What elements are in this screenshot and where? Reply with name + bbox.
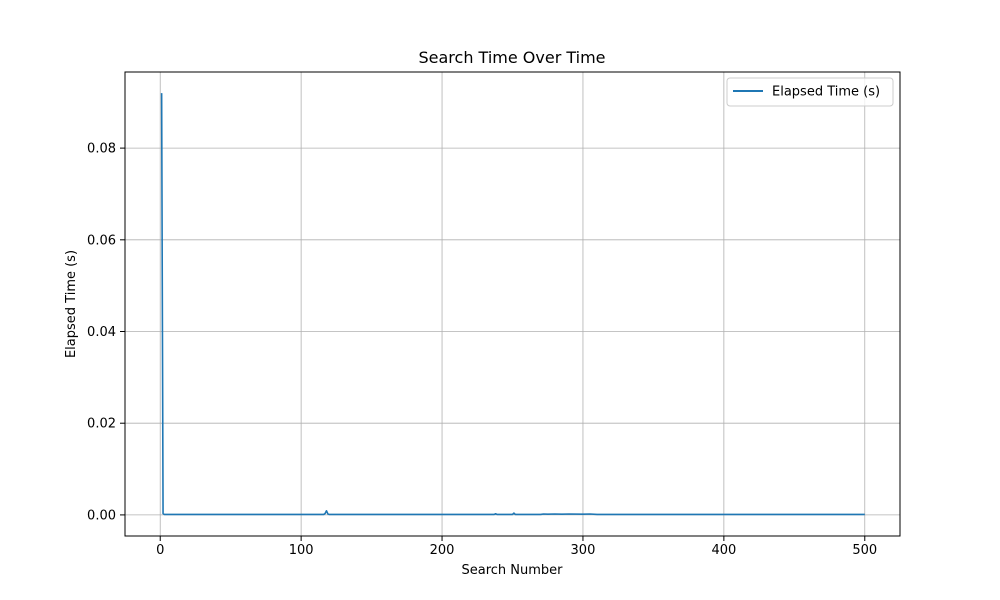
series-line xyxy=(160,93,865,516)
y-tick-label: 0.06 xyxy=(87,233,116,248)
legend: Elapsed Time (s) xyxy=(726,77,894,107)
x-tick-label: 500 xyxy=(852,543,877,558)
y-axis-label: Elapsed Time (s) xyxy=(64,250,79,358)
chart-title: Search Time Over Time xyxy=(418,48,605,67)
ticks: 0 100 200 300 400 500 0.00 0.02 0.04 0.06 0.08 xyxy=(87,142,877,558)
y-tick-label: 0.02 xyxy=(87,417,116,432)
y-tick-label: 0.08 xyxy=(87,142,116,157)
legend-box xyxy=(726,77,894,107)
plot-area-frame xyxy=(124,71,901,537)
x-axis-label: Search Number xyxy=(461,563,563,578)
x-tick-label: 300 xyxy=(571,543,596,558)
y-tick-label: 0.04 xyxy=(87,325,116,340)
y-tick-label: 0.00 xyxy=(87,508,116,523)
x-tick-label: 400 xyxy=(711,543,736,558)
x-tick-label: 100 xyxy=(289,543,314,558)
x-tick-label: 0 xyxy=(156,543,164,558)
series-layer xyxy=(160,93,865,516)
x-tick-label: 200 xyxy=(430,543,455,558)
legend-label: Elapsed Time (s) xyxy=(772,85,880,100)
